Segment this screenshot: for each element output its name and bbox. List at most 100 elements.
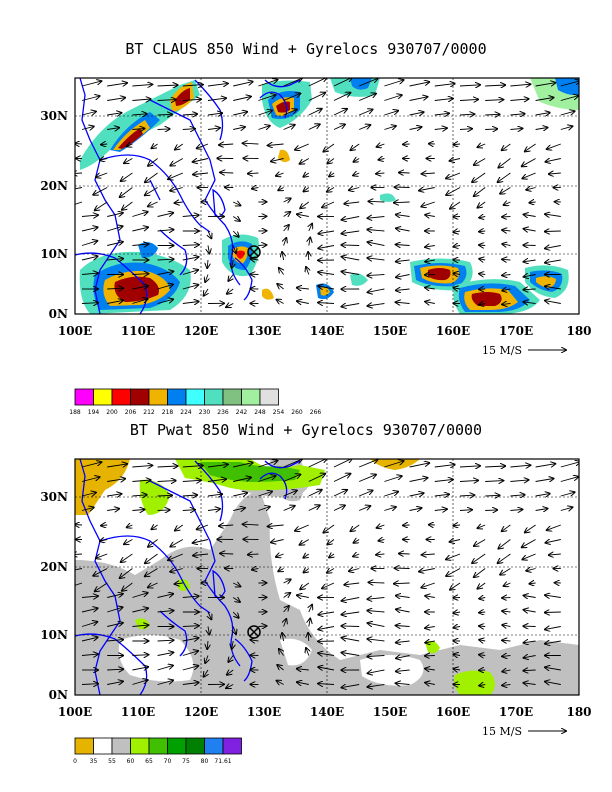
wind-vector: [107, 509, 119, 511]
wind-vector: [425, 627, 435, 629]
wind-vector: [232, 598, 240, 602]
wind-vector: [525, 524, 536, 532]
wind-vector: [157, 680, 174, 685]
panel2-map: 100E 110E 120E 130E 140E 150E 160E 170E 180 0N 10…: [40, 458, 592, 765]
wind-vector: [524, 610, 536, 612]
wind-vector: [421, 201, 435, 207]
wind-vector: [351, 524, 360, 531]
wind-vector: [327, 569, 335, 573]
wind-vector: [510, 465, 530, 467]
panel2-gridlines: [75, 459, 579, 695]
wind-vector: [81, 608, 98, 613]
colorbar-label: 236: [217, 409, 229, 416]
wind-vector: [145, 553, 158, 563]
wind-vector: [396, 609, 410, 612]
wind-vector: [318, 684, 335, 685]
panel1-x-tick-labels: 100E 110E 120E 130E 140E 150E 160E 170E 180: [58, 324, 592, 338]
wind-vector: [258, 626, 266, 627]
wind-vector: [243, 143, 259, 144]
wind-vector: [107, 242, 123, 246]
colorbar-swatch: [74, 388, 94, 406]
wind-vector: [175, 143, 184, 150]
wind-vector: [145, 568, 158, 577]
panel2-colorbar: 0 35 55 60 65 70 75 80 71.61: [73, 737, 242, 765]
wind-vector: [297, 595, 309, 597]
colorbar-swatch: [111, 737, 131, 755]
wind-vector: [502, 625, 511, 627]
colorbar-swatch: [167, 388, 187, 406]
wind-vector: [208, 626, 209, 635]
wind-vector: [132, 299, 147, 304]
y-tick-label: 30N: [40, 109, 68, 123]
wind-vector: [121, 172, 133, 181]
wind-vector: [479, 231, 486, 232]
wind-vector: [522, 553, 536, 559]
wind-vector: [485, 481, 503, 482]
wind-vector: [157, 259, 174, 260]
wind-vector: [367, 598, 385, 600]
wind-vector: [342, 217, 360, 220]
wind-vector: [545, 260, 561, 263]
wind-vector: [453, 231, 461, 232]
wind-vector: [333, 505, 345, 511]
wind-vector: [547, 143, 561, 149]
wind-vector: [502, 304, 511, 305]
colorbar-swatch: [167, 737, 187, 755]
colorbar-label: 254: [273, 409, 285, 416]
wind-vector: [399, 173, 410, 174]
wind-vector: [545, 667, 561, 670]
wind-vector: [107, 213, 123, 217]
wind-vector: [168, 172, 183, 179]
wind-vector: [258, 111, 272, 116]
wind-vector: [182, 596, 199, 597]
wind-vector: [396, 656, 410, 659]
wind-vector: [132, 99, 150, 101]
wind-vector: [145, 172, 158, 182]
wind-vector: [132, 480, 150, 482]
wind-vector: [283, 490, 297, 497]
y-tick-label: 20N: [40, 179, 68, 193]
colorbar-label: 242: [236, 409, 248, 416]
wind-vector: [368, 623, 385, 626]
wind-vector: [277, 665, 284, 670]
wind-vector: [318, 612, 335, 615]
wind-vector: [157, 594, 174, 598]
wind-vector: [157, 271, 174, 274]
panel1-title: BT CLAUS 850 Wind + Gyrelocs 930707/0000: [125, 40, 487, 58]
wind-vector: [81, 477, 100, 482]
wind-vector: [453, 144, 461, 145]
wind-vector: [197, 143, 209, 148]
x-tick-label: 110E: [121, 705, 155, 719]
colorbar-label: 71.61: [214, 758, 231, 765]
wind-vector: [81, 637, 98, 642]
gyre-marker-1: [247, 245, 261, 259]
wind-vector: [546, 159, 561, 162]
wind-vector: [233, 478, 251, 482]
wind-vector: [485, 495, 499, 496]
wind-vector: [453, 627, 461, 628]
wind-vector: [258, 492, 272, 497]
wind-vector: [367, 656, 385, 657]
wind-vector: [309, 619, 310, 627]
wind-vector: [132, 84, 152, 86]
wind-vector: [122, 582, 133, 591]
wind-vector: [232, 230, 239, 237]
wind-vector: [545, 595, 561, 597]
colorbar-swatch: [93, 388, 113, 406]
wind-vector: [359, 459, 378, 468]
x-tick-label: 100E: [58, 705, 92, 719]
wind-vector: [459, 510, 472, 511]
wind-vector: [425, 641, 435, 643]
wind-vector: [342, 653, 360, 656]
wind-vector: [81, 493, 96, 497]
wind-vector: [81, 654, 98, 655]
wind-vector: [283, 198, 291, 202]
wind-vector: [529, 583, 536, 584]
wind-vector: [409, 478, 428, 482]
wind-vector: [148, 201, 158, 206]
colorbar-label: 230: [199, 409, 211, 416]
wind-vector: [81, 273, 98, 274]
wind-vector: [459, 85, 480, 86]
wind-vector: [182, 245, 199, 246]
wind-vector: [478, 144, 486, 147]
